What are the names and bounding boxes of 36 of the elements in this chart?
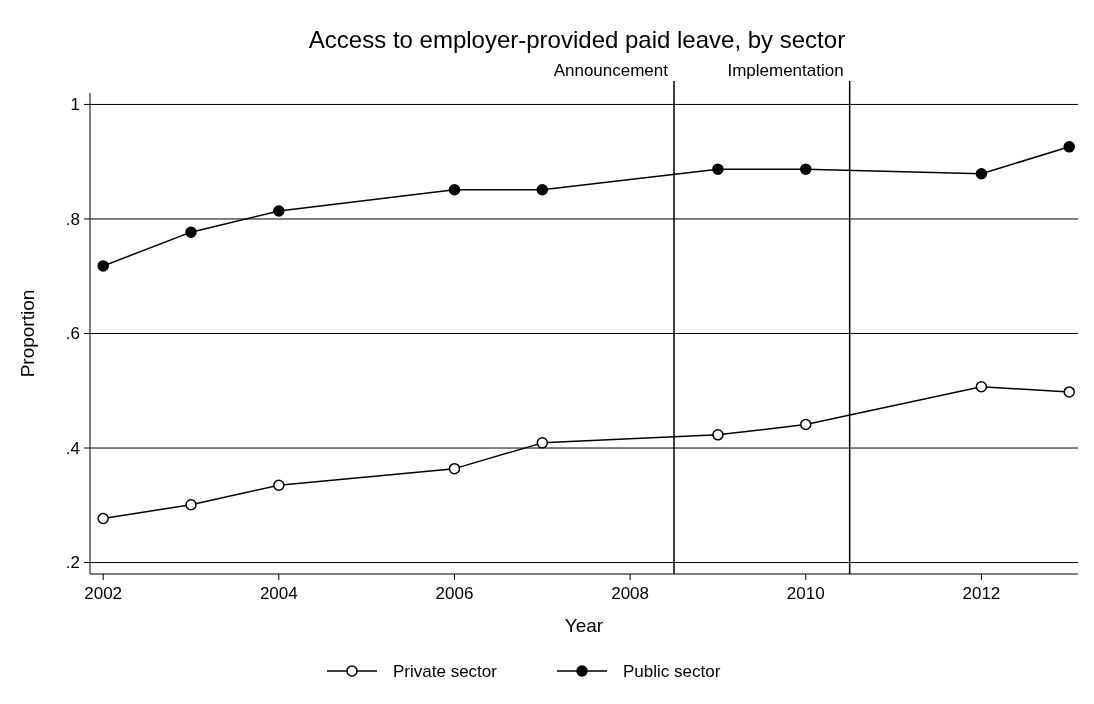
y-tick-label: .4 [65, 438, 80, 458]
x-tick-label: 2002 [84, 584, 123, 603]
point [536, 437, 549, 449]
legend-label: Public sector [623, 661, 721, 681]
ref-line-label: Implementation [727, 61, 844, 80]
point [185, 498, 197, 511]
x-axis-title: Year [564, 615, 604, 636]
point [448, 462, 461, 475]
chart-title: Access to employer-provided paid leave, by sector [308, 26, 846, 53]
point [712, 163, 724, 175]
y-tick-label: .2 [65, 553, 80, 573]
x-tick-label: 2004 [259, 584, 298, 603]
y-tick-label: .8 [65, 209, 80, 229]
point [800, 418, 812, 431]
x-tick-label: 2010 [786, 584, 825, 603]
x-tick-label: 2006 [435, 584, 474, 603]
ref-line-label: Announcement [553, 61, 669, 80]
point [97, 260, 109, 272]
x-tick-label: 2008 [611, 584, 650, 603]
y-tick-label: .6 [65, 324, 80, 344]
point [800, 163, 812, 175]
point [712, 429, 724, 441]
point [1063, 141, 1075, 153]
y-tick-label: 1 [70, 95, 80, 115]
x-tick-label: 2012 [962, 584, 1001, 603]
point [273, 205, 285, 217]
point [1063, 386, 1075, 398]
point [273, 479, 285, 491]
legend-label: Private sector [393, 661, 498, 681]
point [97, 512, 109, 525]
point [975, 167, 988, 180]
point [448, 184, 461, 196]
point [185, 226, 197, 238]
y-axis-title: Proportion [17, 289, 38, 378]
point [536, 184, 549, 196]
point [975, 381, 988, 393]
